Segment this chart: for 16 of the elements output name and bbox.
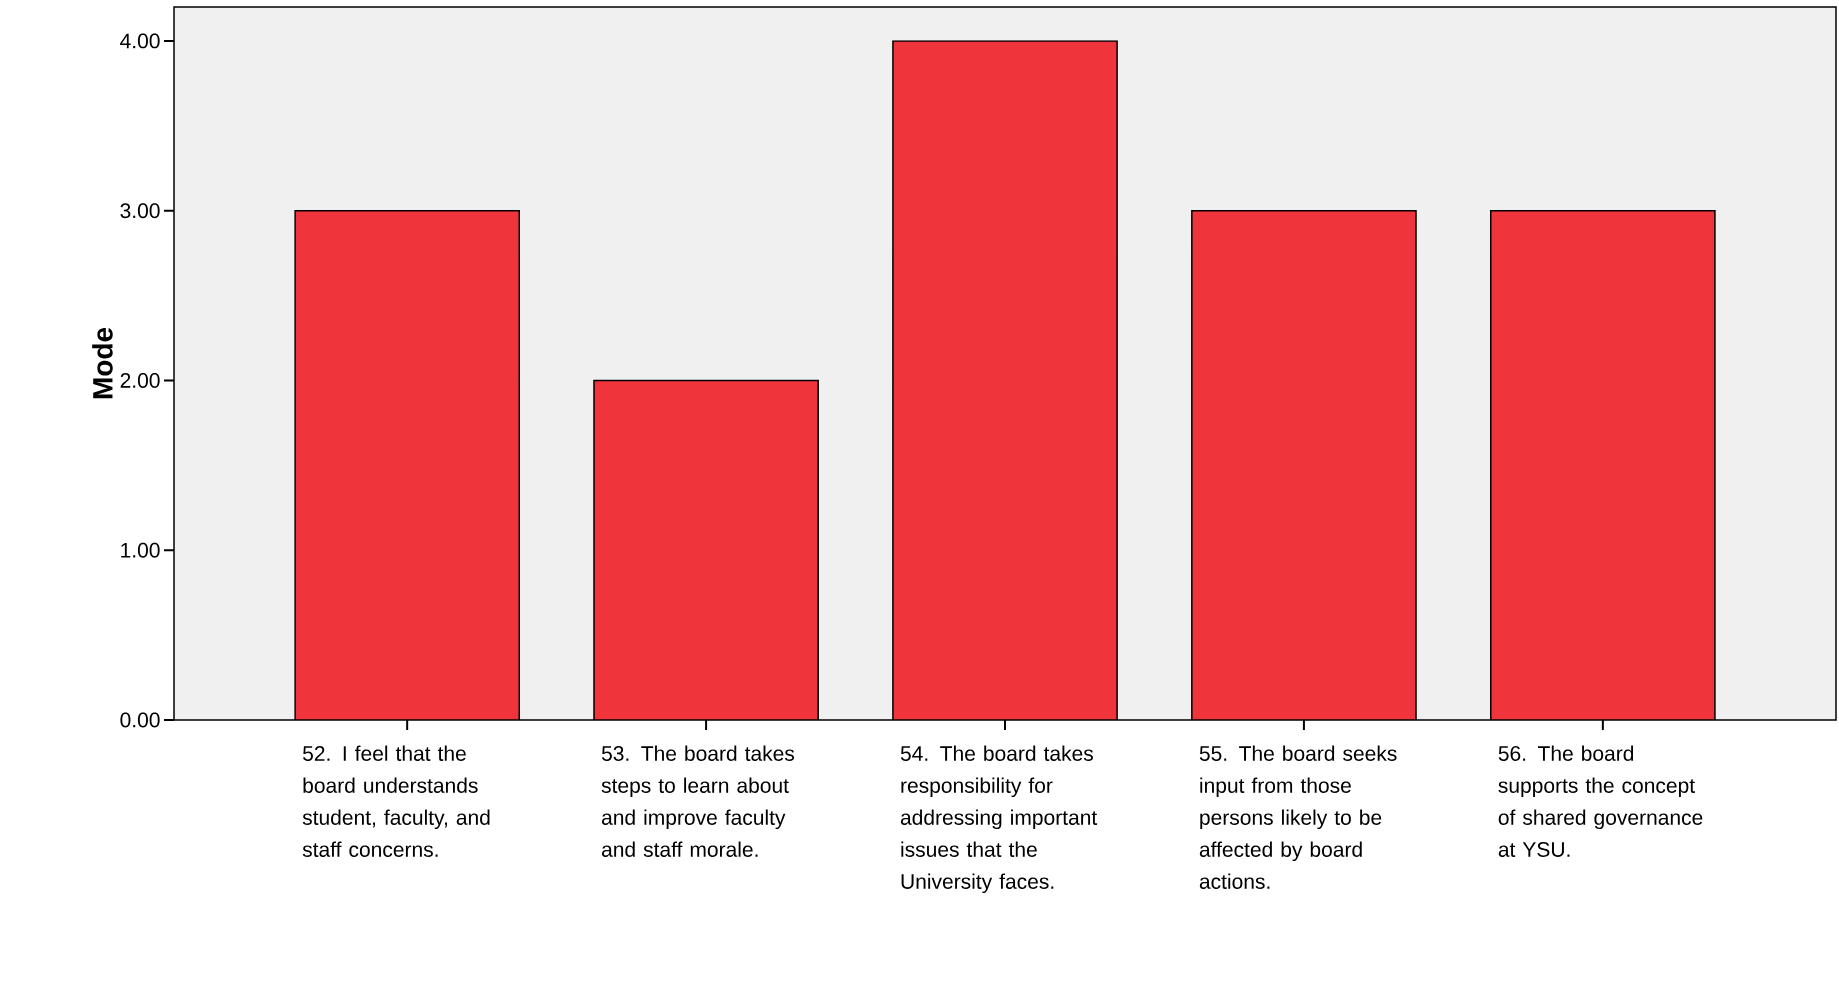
x-tick-label: 52. I feel that the board understands student, faculty, and staff concerns.: [302, 745, 490, 857]
bar: [593, 379, 819, 720]
bar: [1191, 210, 1417, 720]
bar: [294, 209, 521, 720]
y-tick-label: 3.00: [120, 203, 160, 219]
bar: [1490, 209, 1716, 720]
bar: [892, 40, 1118, 720]
x-tick-label: 53. The board takes steps to learn about and improve faculty and staff morale.: [601, 745, 795, 857]
y-tick-label: 2.00: [120, 373, 160, 388]
x-tick-label: 56. The board supports the concept of shared governance at YSU.: [1498, 745, 1703, 857]
x-tick-label: 55. The board seeks input from those persons likely to be affected by board actions.: [1199, 745, 1397, 889]
x-tick-label: 54. The board takes responsibility for addressing important issues that the University faces.: [900, 745, 1098, 894]
y-tick-label: 0.00: [120, 712, 160, 728]
y-axis-title: Mode: [92, 327, 113, 399]
y-tick-label: 1.00: [121, 542, 160, 558]
y-tick-label: 4.00: [120, 33, 160, 49]
